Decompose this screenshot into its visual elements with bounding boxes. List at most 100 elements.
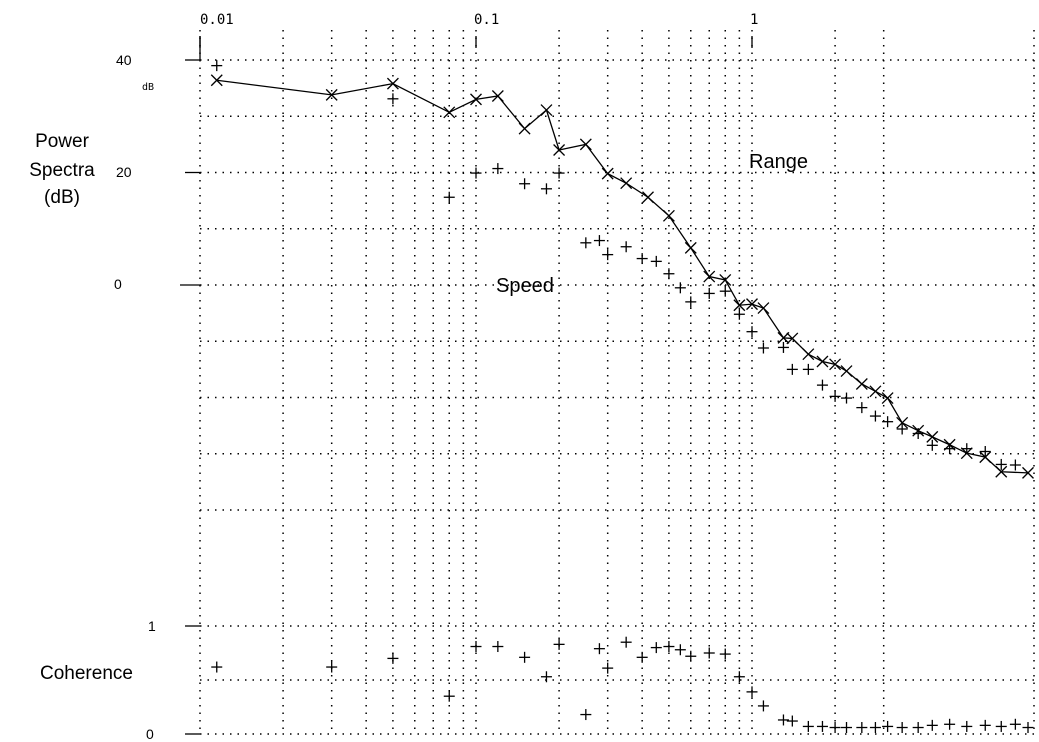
speed-point-37 bbox=[995, 458, 1007, 470]
coherence-point-20 bbox=[733, 671, 745, 683]
range-point-18 bbox=[746, 298, 758, 311]
range-point-3 bbox=[443, 106, 456, 119]
speed-point-36 bbox=[979, 446, 991, 457]
coherence-point-13 bbox=[636, 651, 648, 663]
range-point-11 bbox=[620, 177, 633, 190]
range-point-21 bbox=[786, 332, 799, 345]
range-point-34 bbox=[979, 451, 992, 464]
range-point-2 bbox=[386, 77, 399, 90]
coherence-point-16 bbox=[674, 644, 686, 656]
range-point-23 bbox=[816, 355, 829, 368]
speed-annotation: Speed bbox=[496, 275, 554, 297]
coherence-point-24 bbox=[786, 715, 798, 727]
speed-point-26 bbox=[829, 390, 841, 402]
speed-point-13 bbox=[650, 255, 662, 267]
coherence-point-7 bbox=[540, 671, 552, 683]
speed-point-21 bbox=[757, 342, 769, 354]
coherence-point-9 bbox=[580, 709, 592, 721]
x-tick-label-1: 0.1 bbox=[474, 12, 499, 28]
speed-point-18 bbox=[719, 285, 731, 297]
coherence-y-tick-0: 0 bbox=[146, 726, 154, 742]
coherence-point-23 bbox=[777, 714, 789, 726]
labels: 0.01 0.1 1 40 20 0 dB Power Spectra (dB)… bbox=[29, 12, 808, 742]
coherence-point-8 bbox=[553, 638, 565, 650]
coherence-y-tick-1: 1 bbox=[148, 618, 156, 634]
coherence-point-1 bbox=[326, 661, 338, 673]
speed-point-8 bbox=[580, 237, 592, 249]
speed-point-10 bbox=[602, 249, 614, 261]
coherence-point-17 bbox=[685, 650, 697, 662]
range-point-7 bbox=[540, 104, 553, 117]
range-point-5 bbox=[491, 90, 504, 102]
speed-point-24 bbox=[802, 363, 814, 375]
range-point-9 bbox=[579, 138, 592, 151]
speed-point-1 bbox=[387, 93, 399, 105]
coherence-point-6 bbox=[519, 651, 531, 663]
axes bbox=[180, 36, 753, 735]
coherence-point-21 bbox=[746, 686, 758, 698]
coherence-point-33 bbox=[912, 722, 924, 734]
range-point-36 bbox=[1022, 466, 1034, 479]
speed-point-32 bbox=[912, 428, 924, 439]
range-point-6 bbox=[518, 122, 531, 135]
coherence-point-38 bbox=[995, 720, 1007, 732]
coherence-point-30 bbox=[869, 722, 881, 734]
coherence-point-22 bbox=[757, 700, 769, 712]
coherence-point-3 bbox=[443, 690, 455, 702]
range-point-20 bbox=[777, 331, 790, 344]
coherence-point-4 bbox=[470, 641, 482, 653]
speed-point-38 bbox=[1009, 459, 1021, 471]
coherence-point-25 bbox=[802, 720, 814, 732]
range-point-35 bbox=[995, 465, 1008, 478]
range-point-25 bbox=[840, 365, 853, 378]
range-point-24 bbox=[829, 358, 842, 371]
y-tick-label-0: 0 bbox=[114, 276, 122, 292]
coherence-point-28 bbox=[841, 722, 853, 734]
series-range bbox=[210, 74, 1034, 479]
range-point-4 bbox=[470, 93, 482, 106]
speed-point-16 bbox=[685, 296, 697, 308]
speed-point-5 bbox=[519, 178, 531, 190]
coherence-point-15 bbox=[663, 641, 675, 653]
coherence-point-35 bbox=[944, 718, 956, 730]
range-line bbox=[216, 79, 1029, 474]
y-axis-label-line2: Spectra bbox=[29, 160, 95, 181]
speed-point-15 bbox=[674, 282, 686, 294]
coherence-point-40 bbox=[1022, 722, 1034, 734]
speed-point-9 bbox=[593, 235, 605, 247]
speed-point-22 bbox=[777, 341, 789, 353]
coherence-point-37 bbox=[979, 719, 991, 731]
range-point-26 bbox=[855, 378, 868, 390]
speed-point-28 bbox=[856, 402, 868, 414]
coherence-point-12 bbox=[620, 636, 632, 648]
unit-label: dB bbox=[142, 82, 154, 93]
coherence-point-11 bbox=[602, 662, 614, 674]
coherence-point-19 bbox=[719, 648, 731, 660]
range-point-1 bbox=[325, 88, 338, 101]
range-point-14 bbox=[684, 241, 697, 254]
coherence-point-5 bbox=[492, 641, 504, 653]
range-point-19 bbox=[757, 302, 770, 315]
coherence-point-10 bbox=[593, 643, 605, 655]
range-point-16 bbox=[719, 273, 732, 286]
coherence-point-39 bbox=[1009, 718, 1021, 730]
range-point-15 bbox=[703, 270, 716, 283]
coherence-point-32 bbox=[896, 722, 908, 734]
coherence-point-31 bbox=[882, 720, 894, 732]
range-point-0 bbox=[210, 74, 223, 87]
y-axis-label-line1: Power bbox=[35, 131, 90, 152]
speed-point-3 bbox=[470, 167, 482, 179]
speed-point-12 bbox=[636, 253, 648, 265]
range-point-29 bbox=[896, 416, 909, 429]
range-point-17 bbox=[733, 299, 746, 312]
range-point-27 bbox=[869, 385, 882, 398]
coherence-axis-label: Coherence bbox=[40, 663, 133, 684]
speed-point-30 bbox=[882, 416, 894, 428]
range-point-10 bbox=[601, 167, 614, 180]
coherence-point-14 bbox=[650, 642, 662, 654]
speed-point-4 bbox=[492, 163, 504, 175]
speed-point-7 bbox=[553, 167, 565, 179]
coherence-point-0 bbox=[211, 661, 223, 673]
speed-point-14 bbox=[663, 268, 675, 280]
speed-point-35 bbox=[961, 443, 973, 455]
